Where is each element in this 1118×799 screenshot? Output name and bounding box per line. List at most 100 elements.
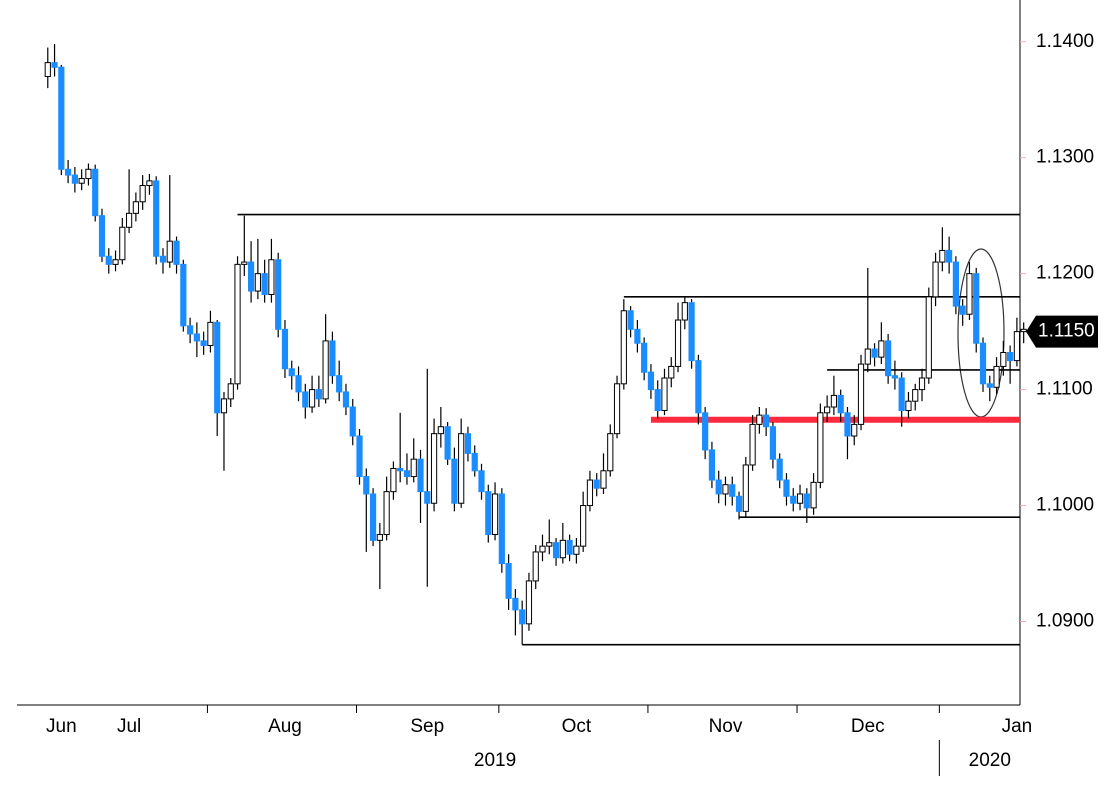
candle (681, 296, 688, 330)
candle-body (580, 505, 587, 547)
candle (979, 337, 987, 392)
candle (126, 169, 133, 234)
candle (207, 310, 214, 353)
candle (729, 476, 736, 506)
candle-body (925, 296, 932, 379)
y-tick-label: 1.1000 (1036, 495, 1094, 516)
candle-body (342, 391, 350, 408)
candle (153, 176, 160, 265)
candle-body (430, 433, 438, 504)
candle (586, 470, 594, 512)
candle-body (417, 458, 424, 493)
candle (918, 368, 926, 402)
x-tick-label: Oct (562, 716, 592, 737)
candle (735, 491, 743, 520)
candle-body (824, 406, 831, 414)
candle (783, 473, 790, 506)
y-tick-label: 1.1200 (1036, 263, 1094, 284)
candle (647, 364, 655, 399)
x-tick-label: Jan (1002, 716, 1033, 737)
candle-body (946, 249, 953, 263)
candle (756, 406, 763, 434)
candle (898, 372, 905, 427)
candle (166, 175, 173, 268)
candle-body (939, 249, 946, 263)
candle (349, 398, 356, 446)
candle (315, 375, 322, 407)
candle-body (973, 273, 980, 344)
candle (844, 406, 851, 460)
candle (776, 453, 783, 489)
x-tick-label: Sep (410, 716, 444, 737)
candle-body (830, 394, 838, 408)
candle-body (295, 375, 302, 393)
candle-body (878, 340, 885, 358)
candle-body (600, 470, 607, 489)
candle-body (661, 377, 668, 411)
candle-body (708, 449, 716, 481)
candle (173, 236, 180, 274)
candle-body (613, 383, 621, 435)
candle-body (322, 340, 329, 400)
candle (824, 395, 831, 423)
candle (939, 227, 946, 272)
candle-body (376, 534, 383, 541)
y-tick-label: 1.0900 (1036, 611, 1094, 632)
candle (65, 160, 72, 184)
candle-body (695, 360, 702, 414)
candle (525, 572, 533, 631)
candle (925, 287, 932, 384)
last-price-box (1026, 315, 1098, 348)
candle-body (525, 580, 533, 625)
candle (1013, 317, 1020, 367)
candle (424, 368, 431, 587)
candle-body (329, 340, 336, 377)
candle-body (65, 168, 72, 176)
candle-body (220, 398, 228, 414)
candle-body (498, 493, 505, 565)
candle (993, 357, 1000, 395)
candle (837, 389, 844, 423)
candle (200, 331, 207, 355)
candle (329, 331, 336, 384)
candle (71, 166, 78, 193)
x-tick-label: Aug (268, 716, 302, 737)
candle (451, 447, 458, 512)
candle-body (885, 340, 892, 377)
candle-body (288, 368, 295, 377)
candle (44, 47, 51, 89)
candle (376, 522, 383, 590)
candle-body (593, 479, 600, 489)
candle (830, 375, 838, 416)
candle-body (796, 493, 804, 504)
candle-body (959, 305, 966, 315)
candle-body (139, 185, 146, 203)
candle-body (519, 609, 526, 625)
candle (851, 415, 858, 446)
candle-body (918, 377, 926, 391)
candle (268, 238, 275, 303)
y-tick-label: 1.1100 (1036, 379, 1093, 400)
candle (369, 488, 377, 547)
candle-body (864, 348, 871, 365)
candle (295, 366, 302, 402)
candle (485, 484, 492, 543)
candle-body (458, 433, 465, 504)
candle-body (444, 426, 451, 460)
candle (573, 538, 580, 564)
candle-body (566, 539, 573, 555)
candle-body (810, 481, 817, 509)
candle-body (681, 302, 688, 321)
candle-body (512, 597, 519, 611)
candle-body (1000, 352, 1007, 367)
candle-body (491, 493, 499, 536)
candle-body (769, 426, 777, 460)
candle (51, 44, 58, 77)
candle-body (986, 383, 993, 388)
candle (214, 320, 221, 436)
candle (98, 208, 106, 263)
candle-body (126, 212, 133, 228)
candle-body (688, 302, 695, 362)
candle-body (451, 458, 458, 504)
candle-body (85, 168, 92, 180)
